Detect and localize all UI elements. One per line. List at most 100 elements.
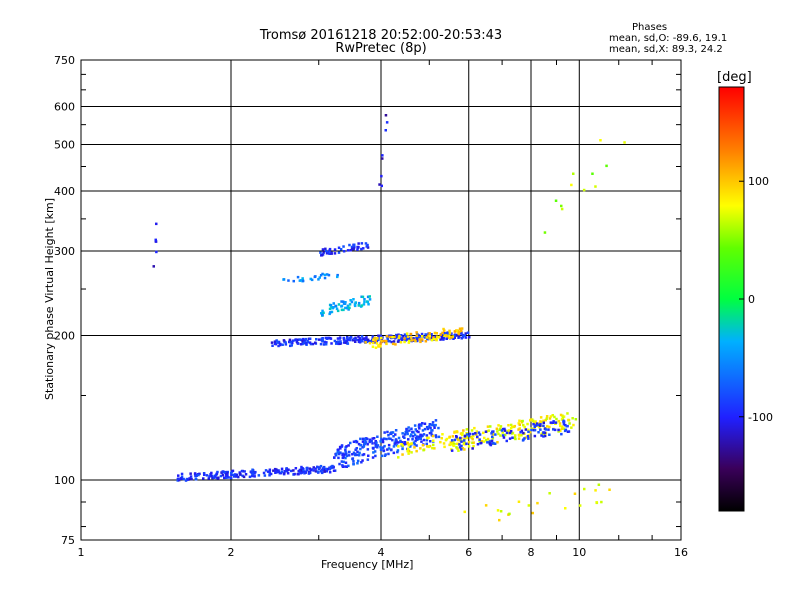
echo-point bbox=[493, 442, 497, 445]
echo-point bbox=[305, 342, 308, 345]
echo-point bbox=[343, 339, 346, 342]
echo-point bbox=[346, 249, 350, 252]
x-tick-label: 6 bbox=[465, 546, 472, 559]
echo-point bbox=[557, 430, 560, 433]
echo-point bbox=[368, 341, 372, 345]
echo-point bbox=[396, 450, 399, 454]
echo-point bbox=[195, 474, 198, 477]
echo-point bbox=[470, 436, 474, 439]
echo-point bbox=[243, 470, 246, 473]
echo-point bbox=[574, 418, 578, 421]
echo-point bbox=[399, 440, 402, 443]
echo-point bbox=[407, 449, 411, 453]
echo-point bbox=[557, 428, 560, 432]
echo-point bbox=[503, 427, 506, 431]
echo-point bbox=[463, 434, 467, 438]
echo-point bbox=[508, 437, 512, 440]
echo-point bbox=[329, 467, 332, 470]
echo-point bbox=[397, 333, 400, 336]
colorbar-tick-label: 100 bbox=[748, 175, 769, 188]
echo-point bbox=[412, 435, 415, 438]
echo-point bbox=[465, 428, 469, 431]
echo-point bbox=[423, 336, 427, 339]
echo-point bbox=[333, 252, 337, 255]
echo-point bbox=[448, 331, 452, 335]
echo-point bbox=[363, 437, 367, 440]
echo-point bbox=[360, 242, 364, 245]
echo-point bbox=[343, 453, 347, 456]
echo-point bbox=[375, 441, 378, 444]
echo-point bbox=[364, 441, 367, 444]
echo-point bbox=[319, 470, 323, 473]
echo-point bbox=[416, 435, 419, 439]
echo-point bbox=[368, 440, 371, 444]
echo-point bbox=[557, 419, 561, 423]
echo-point bbox=[594, 489, 597, 492]
y-tick-label: 400 bbox=[54, 185, 75, 198]
echo-point bbox=[336, 337, 340, 340]
echo-point bbox=[340, 460, 344, 463]
echo-point bbox=[334, 304, 337, 308]
echo-point bbox=[299, 471, 303, 475]
echo-point bbox=[521, 439, 525, 442]
echo-point bbox=[524, 428, 528, 431]
echo-point bbox=[573, 492, 577, 495]
echo-point bbox=[358, 451, 361, 455]
echo-point bbox=[328, 471, 332, 474]
echo-point bbox=[349, 249, 352, 252]
echo-point bbox=[328, 252, 332, 255]
echo-point bbox=[356, 450, 359, 453]
echo-point bbox=[320, 254, 324, 257]
echo-point bbox=[386, 338, 390, 341]
echo-point bbox=[194, 477, 198, 481]
echo-point bbox=[478, 433, 482, 436]
echo-point bbox=[417, 425, 421, 428]
echo-point bbox=[273, 340, 277, 343]
echo-point bbox=[272, 469, 275, 472]
echo-point bbox=[337, 303, 341, 306]
echo-point bbox=[383, 444, 386, 448]
echo-point bbox=[329, 311, 332, 314]
echo-point bbox=[354, 448, 357, 451]
echo-point bbox=[319, 464, 323, 468]
echo-point bbox=[212, 476, 216, 479]
echo-point bbox=[427, 436, 430, 440]
echo-point bbox=[193, 472, 197, 475]
echo-point bbox=[407, 426, 410, 429]
echo-point bbox=[177, 478, 181, 482]
echo-point bbox=[363, 298, 366, 301]
echo-point bbox=[372, 341, 375, 345]
echo-point bbox=[400, 334, 403, 337]
echo-point bbox=[413, 443, 416, 446]
echo-point bbox=[385, 342, 388, 346]
echo-point bbox=[400, 443, 403, 446]
echo-point bbox=[257, 474, 261, 477]
echo-point bbox=[208, 475, 211, 478]
echo-point bbox=[333, 339, 337, 343]
echo-point bbox=[623, 141, 626, 144]
echo-point bbox=[326, 273, 329, 276]
echo-point bbox=[349, 441, 352, 445]
echo-point bbox=[419, 340, 422, 344]
echo-point bbox=[336, 309, 340, 313]
echo-point bbox=[344, 450, 347, 454]
echo-point bbox=[383, 454, 387, 457]
echo-point bbox=[414, 439, 417, 443]
echo-point bbox=[467, 434, 471, 438]
echo-point bbox=[608, 488, 611, 491]
echo-point bbox=[251, 472, 255, 476]
echo-point bbox=[413, 424, 417, 427]
echo-point bbox=[488, 440, 492, 443]
echo-point bbox=[429, 440, 432, 443]
echo-point bbox=[461, 447, 465, 450]
echo-point bbox=[350, 245, 354, 249]
echo-point bbox=[428, 425, 431, 428]
echo-point bbox=[498, 428, 501, 431]
echo-point bbox=[446, 332, 450, 335]
x-axis-label: Frequency [MHz] bbox=[321, 558, 414, 571]
echo-point bbox=[408, 445, 412, 448]
echo-point bbox=[357, 301, 361, 305]
echo-point bbox=[380, 437, 383, 441]
echo-point bbox=[403, 436, 406, 439]
echo-point bbox=[534, 420, 537, 423]
